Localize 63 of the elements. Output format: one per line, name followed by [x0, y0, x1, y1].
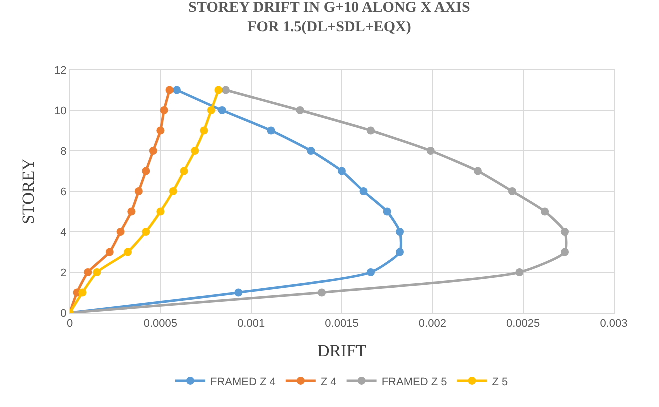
point	[396, 228, 404, 236]
y-tick-label: 10	[54, 105, 67, 118]
point	[93, 268, 102, 276]
point	[134, 188, 143, 196]
point	[160, 106, 168, 114]
point	[360, 188, 368, 196]
legend-label: Z 5	[492, 376, 508, 388]
point	[383, 208, 392, 216]
point	[84, 268, 92, 276]
point	[200, 126, 208, 135]
point	[234, 288, 243, 297]
legend-label: Z 4	[320, 376, 337, 388]
x-tick-label: 0.0005	[144, 318, 178, 330]
legend-label: FRAMED Z 4	[210, 376, 276, 388]
point	[191, 147, 200, 155]
y-tick-label: 8	[60, 146, 67, 158]
y-axis-title: STOREY	[19, 158, 38, 224]
point	[222, 86, 230, 94]
point	[214, 86, 223, 94]
point	[267, 126, 276, 135]
x-tick-label: 0.001	[238, 318, 266, 330]
point	[124, 248, 132, 256]
x-tick-label: 0.0015	[325, 318, 359, 330]
point	[367, 126, 376, 135]
y-tick-label: 4	[60, 226, 67, 239]
legend-label: FRAMED Z 5	[382, 376, 448, 388]
point	[218, 106, 226, 114]
y-tick-label: 6	[60, 186, 67, 198]
point	[207, 106, 216, 114]
point	[172, 86, 181, 94]
point	[156, 208, 165, 216]
point	[149, 147, 158, 155]
point	[78, 288, 87, 297]
point	[561, 248, 570, 256]
point	[367, 268, 376, 276]
point	[142, 167, 150, 176]
point	[116, 228, 125, 236]
point	[561, 228, 570, 236]
x-tick-label: 0.002	[418, 318, 446, 330]
y-tick-label: 12	[54, 64, 67, 77]
point	[541, 208, 550, 216]
point	[508, 188, 516, 196]
point	[106, 248, 114, 256]
point	[296, 106, 304, 114]
x-axis-title: DRIFT	[317, 342, 368, 361]
y-tick-label: 2	[60, 267, 67, 280]
point	[318, 288, 326, 297]
point	[426, 147, 435, 155]
point	[307, 147, 316, 155]
point	[516, 268, 524, 276]
point	[396, 248, 404, 256]
x-tick-label: 0.0025	[506, 318, 540, 330]
point	[169, 188, 178, 196]
chart-title: STOREY DRIFT IN G+10 ALONG X AXIS FOR 1.5(DL+SDL+EQX)	[188, 0, 470, 36]
point	[180, 167, 188, 176]
point	[128, 208, 136, 216]
point	[474, 167, 482, 176]
x-tick-label: 0.003	[600, 318, 628, 330]
point	[142, 228, 150, 236]
point	[338, 167, 346, 176]
y-tick-label: 0	[60, 308, 67, 320]
point	[156, 126, 165, 135]
point	[166, 86, 174, 94]
